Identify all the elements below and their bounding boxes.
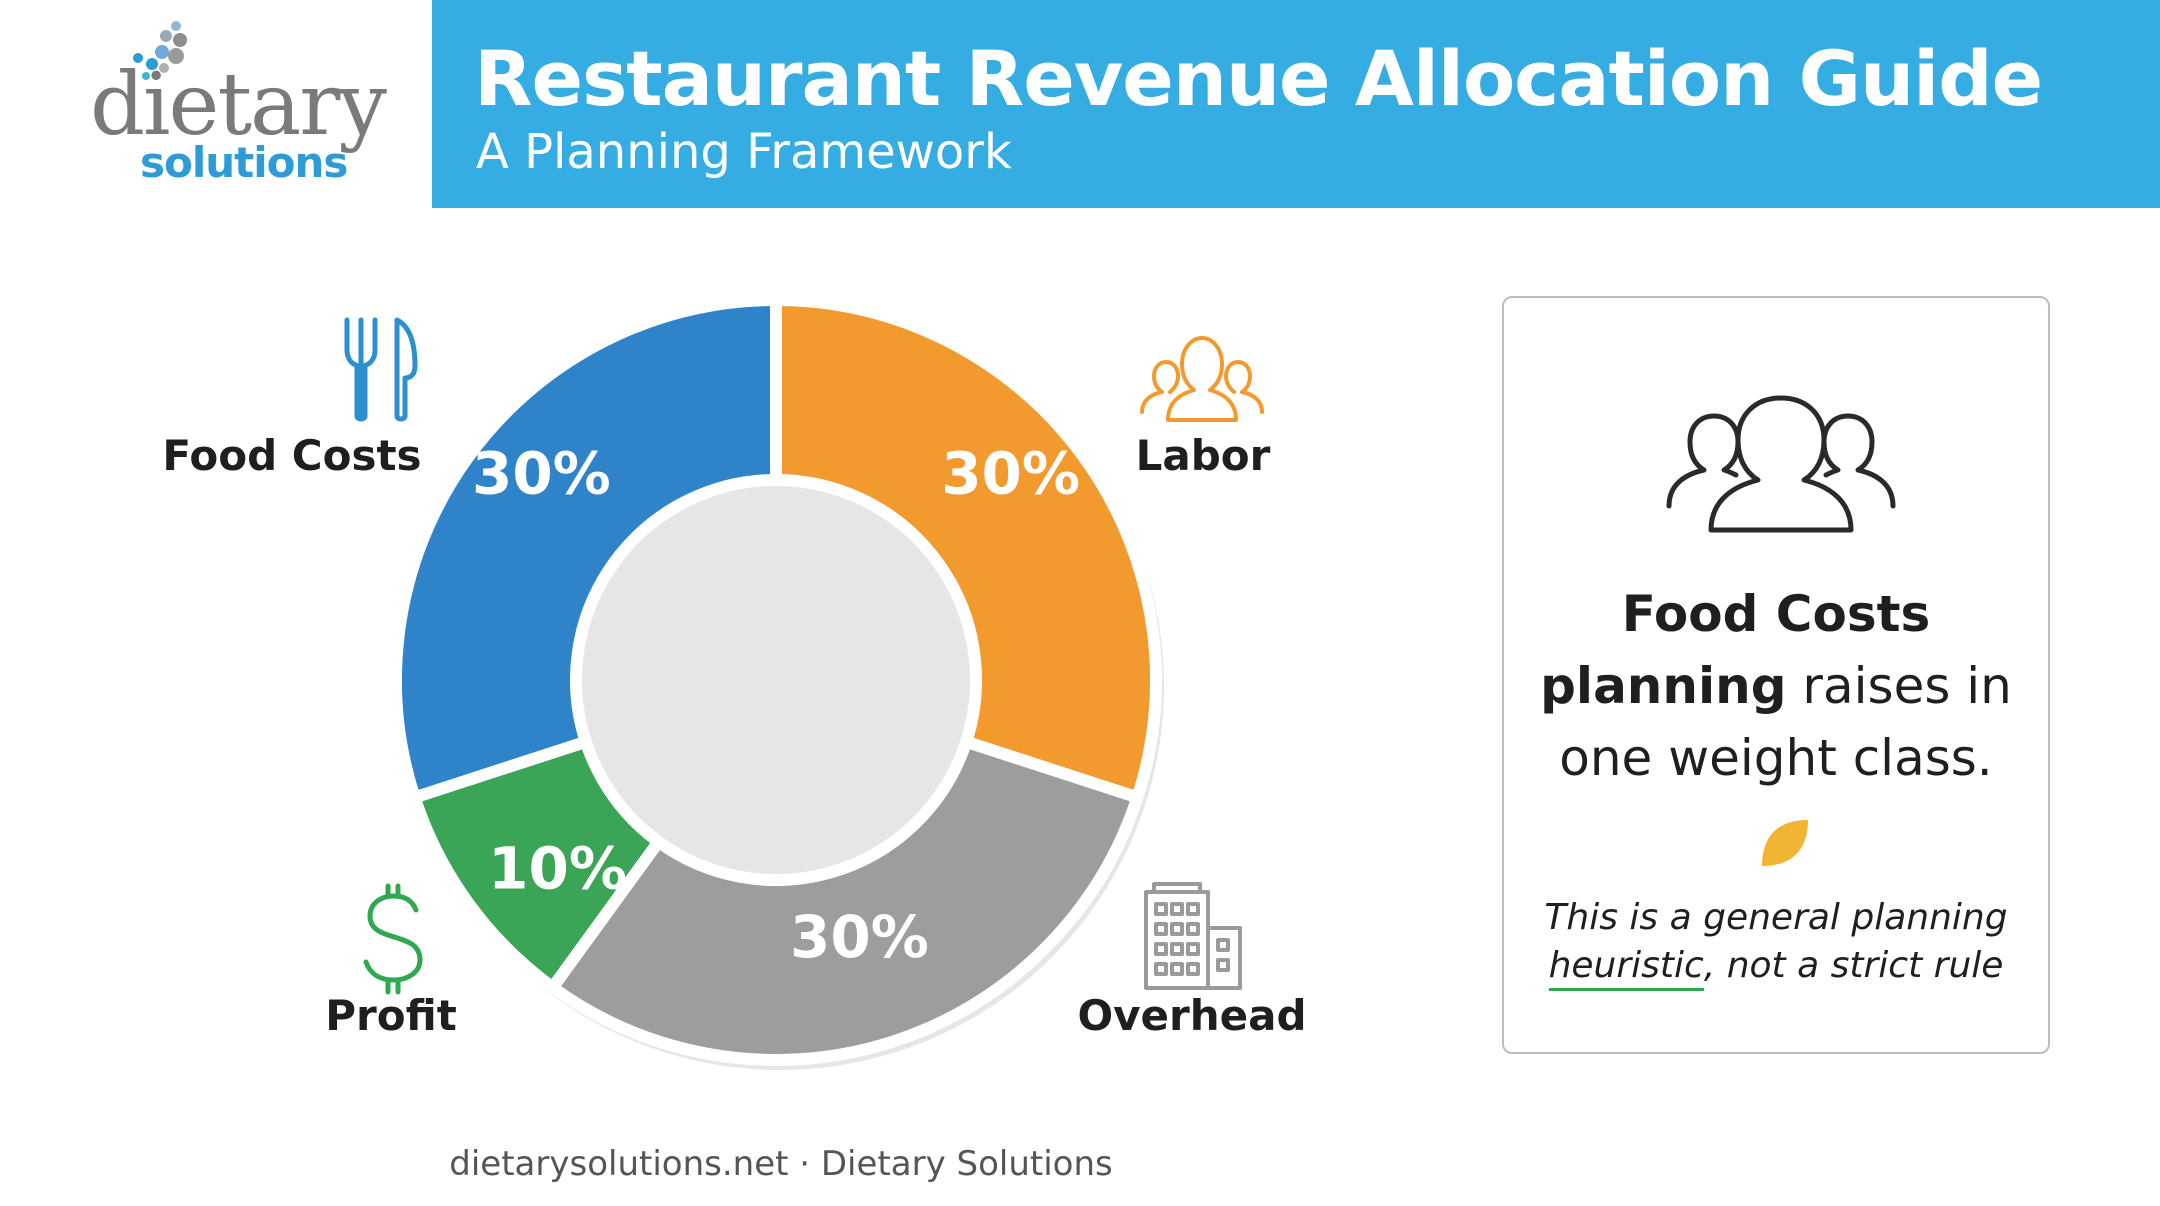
building-icon [1144, 882, 1242, 990]
slice-label-labor: 30% [941, 440, 1080, 508]
card-note-after: , not a strict rule [1703, 945, 2004, 986]
page-title: Restaurant Revenue Allocation Guide [474, 34, 2043, 123]
revenue-donut-chart: 30% 30% 30% 10% Food Costs Labor Overhead Prof… [162, 294, 1307, 1070]
logo-sub: solutions [140, 138, 348, 187]
card-note: This is a general planning heuristic, no… [1524, 894, 2028, 991]
slice-label-food-costs: 30% [472, 440, 611, 508]
people-icon [1666, 395, 1896, 533]
card-note-before: This is a general planning [1544, 897, 2008, 938]
slice-label-overhead: 30% [790, 903, 929, 971]
page-subtitle: A Planning Framework [476, 124, 1012, 180]
dollar-icon [363, 883, 423, 995]
donut-rim [392, 296, 1160, 1064]
card-note-underlined: heuristic [1548, 945, 1704, 991]
info-card: Food Costs planning raises in one weight… [1502, 296, 2050, 1054]
category-label-profit: Profit [325, 991, 457, 1040]
leaf-icon [1762, 820, 1808, 866]
logo-word: dietary [90, 55, 387, 155]
footer-text: dietarysolutions.net · Dietary Solutions [449, 1144, 1113, 1184]
fork-knife-icon [344, 317, 418, 422]
card-message-rest: raises in one weight class. [1559, 657, 2012, 787]
slice-label-profit: 10% [488, 835, 627, 903]
logo-dots-icon [133, 21, 187, 80]
card-message: Food Costs planning raises in one weight… [1524, 578, 2028, 794]
card-message-bold: Food Costs planning [1540, 585, 1931, 715]
header-banner: Restaurant Revenue Allocation Guide A Pl… [432, 0, 2160, 208]
category-label-overhead: Overhead [1077, 991, 1306, 1040]
category-label-labor: Labor [1136, 431, 1271, 480]
people-icon [1140, 336, 1264, 422]
brand-logo: dietary solutions [0, 0, 432, 208]
category-label-food-costs: Food Costs [162, 431, 421, 480]
